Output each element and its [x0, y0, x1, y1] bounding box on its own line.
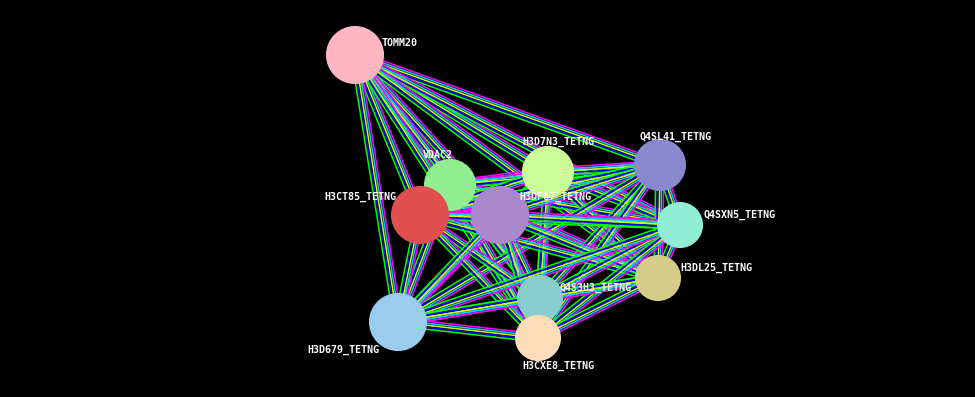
Circle shape	[327, 27, 383, 83]
Text: H3DF87_TETNG: H3DF87_TETNG	[519, 192, 591, 202]
Circle shape	[472, 187, 528, 243]
Circle shape	[516, 316, 560, 360]
Text: TOMM20: TOMM20	[382, 38, 418, 48]
Text: H3CT85_TETNG: H3CT85_TETNG	[324, 192, 396, 202]
Circle shape	[635, 140, 685, 190]
Text: H3D679_TETNG: H3D679_TETNG	[307, 345, 379, 355]
Circle shape	[636, 256, 680, 300]
Circle shape	[392, 187, 448, 243]
Circle shape	[370, 294, 426, 350]
Text: Q4SL41_TETNG: Q4SL41_TETNG	[639, 132, 711, 142]
Circle shape	[425, 160, 475, 210]
Text: Q4S3H3_TETNG: Q4S3H3_TETNG	[559, 283, 631, 293]
Circle shape	[518, 276, 562, 320]
Circle shape	[523, 147, 573, 197]
Text: VDAC2: VDAC2	[423, 150, 453, 160]
Text: Q4SXN5_TETNG: Q4SXN5_TETNG	[704, 210, 776, 220]
Text: H3CXE8_TETNG: H3CXE8_TETNG	[522, 361, 594, 371]
Circle shape	[658, 203, 702, 247]
Text: H3D7N3_TETNG: H3D7N3_TETNG	[522, 137, 594, 147]
Text: H3DL25_TETNG: H3DL25_TETNG	[680, 263, 752, 273]
